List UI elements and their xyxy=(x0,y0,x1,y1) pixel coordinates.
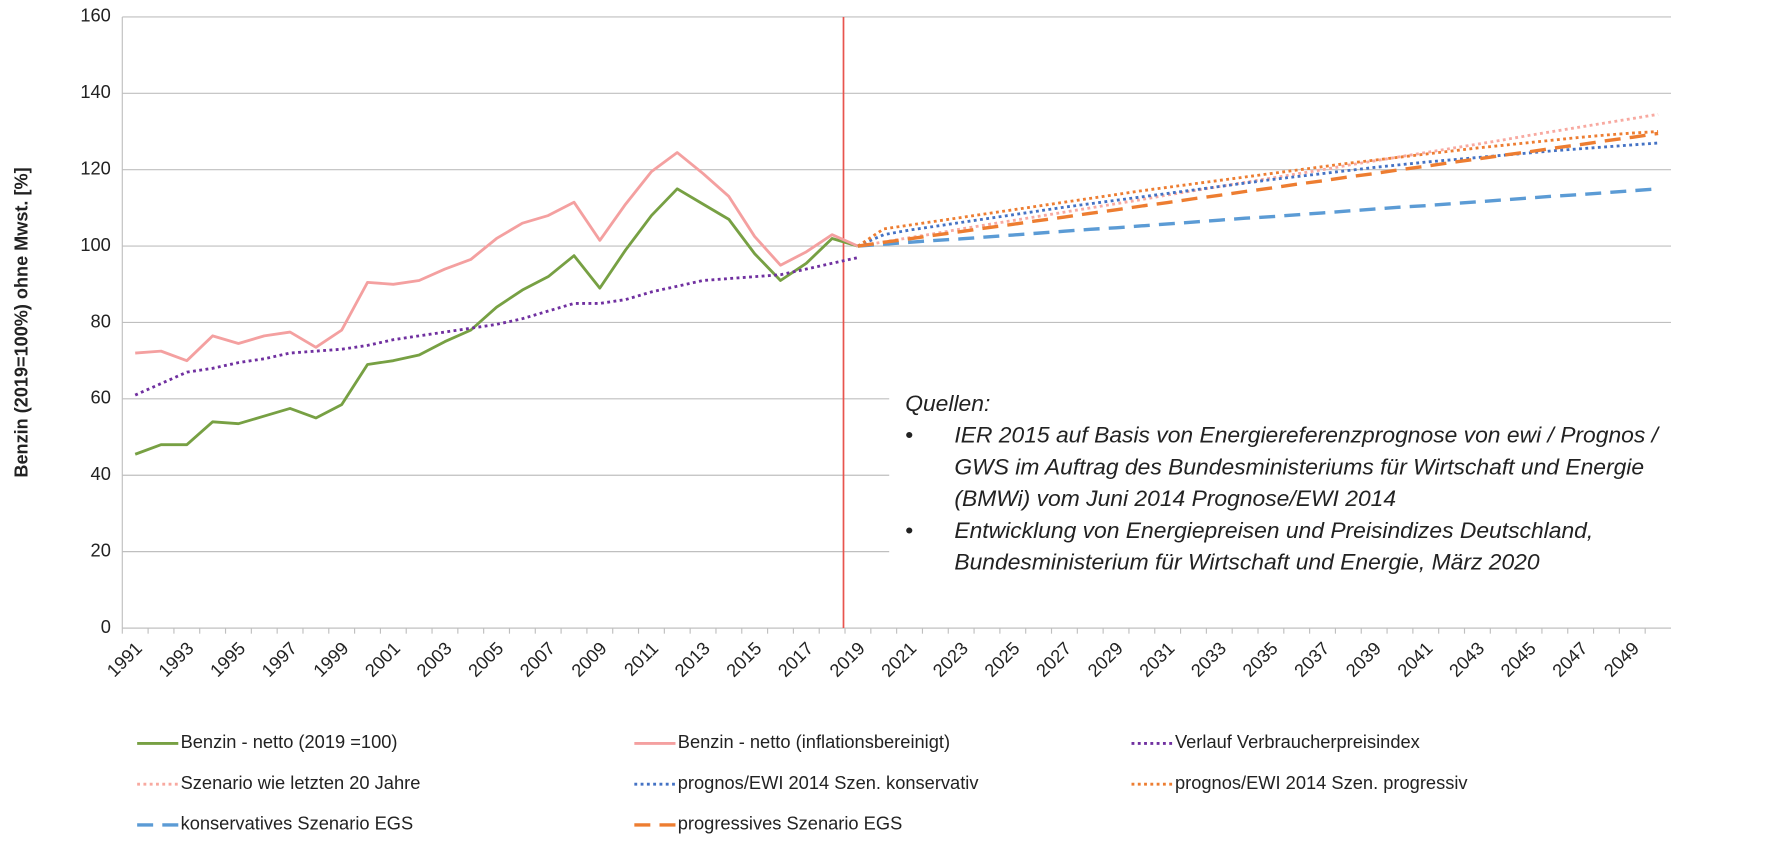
x-tick-label: 2009 xyxy=(568,638,611,681)
legend-label: prognos/EWI 2014 Szen. progressiv xyxy=(1175,773,1469,793)
x-tick-label: 2041 xyxy=(1394,638,1437,681)
data-line xyxy=(134,256,859,397)
y-tick-label: 160 xyxy=(80,6,111,26)
annotation-title: Quellen: xyxy=(905,390,990,416)
x-tick-label: 1991 xyxy=(103,638,146,681)
x-tick-label: 2037 xyxy=(1290,638,1333,681)
x-tick-label: 2035 xyxy=(1239,638,1282,681)
x-tick-label: 2019 xyxy=(826,638,869,681)
y-tick-label: 80 xyxy=(91,311,111,331)
x-tick-label: 2025 xyxy=(981,638,1024,681)
legend-label: Benzin - netto (2019 =100) xyxy=(181,732,398,752)
data-line xyxy=(135,151,859,363)
annotation-text: IER 2015 auf Basis von Energiereferenzpr… xyxy=(954,422,1660,448)
data-line xyxy=(857,130,1659,248)
legend-label: prognos/EWI 2014 Szen. konservativ xyxy=(678,773,980,793)
x-tick-label: 1997 xyxy=(258,638,301,681)
annotation-text: Entwicklung von Energiepreisen und Preis… xyxy=(954,517,1593,543)
annotation-text: Bundesministerium für Wirtschaft und Ene… xyxy=(954,549,1540,575)
x-tick-label: 2023 xyxy=(929,638,972,681)
data-line xyxy=(857,141,1659,248)
x-tick-label: 2033 xyxy=(1187,638,1230,681)
data-line xyxy=(857,112,1659,248)
data-line xyxy=(857,131,1659,248)
x-tick-label: 2005 xyxy=(464,638,507,681)
x-tick-label: 2047 xyxy=(1549,638,1592,681)
y-tick-label: 100 xyxy=(80,235,111,255)
x-tick-label: 2049 xyxy=(1600,638,1643,681)
x-tick-label: 2017 xyxy=(774,638,817,681)
x-tick-label: 2029 xyxy=(1084,638,1127,681)
y-tick-label: 20 xyxy=(91,540,111,560)
x-tick-label: 2021 xyxy=(877,638,920,681)
x-tick-label: 2031 xyxy=(1136,638,1179,681)
annotation-text: GWS im Auftrag des Bundesministeriums fü… xyxy=(954,454,1644,480)
x-tick-label: 2015 xyxy=(723,638,766,681)
x-tick-label: 2001 xyxy=(361,638,404,681)
y-tick-label: 120 xyxy=(80,159,111,179)
legend-label: Szenario wie letzten 20 Jahre xyxy=(181,773,421,793)
x-tick-label: 2003 xyxy=(413,638,456,681)
annotation: Quellen: • IER 2015 auf Basis von Energie… xyxy=(905,390,1660,574)
y-tick-label: 140 xyxy=(80,82,111,102)
x-tick-label: 2045 xyxy=(1497,638,1540,681)
grid xyxy=(122,16,1671,629)
annotation-bullet: • xyxy=(905,517,913,543)
data-line xyxy=(857,187,1659,248)
x-tick-label: 1993 xyxy=(155,638,198,681)
x-tick-label: 2007 xyxy=(516,638,559,681)
x-tick-label: 2043 xyxy=(1445,638,1488,681)
x-tick-label: 2013 xyxy=(671,638,714,681)
legend-label: Verlauf Verbraucherpreisindex xyxy=(1175,732,1420,752)
x-tick-label: 2039 xyxy=(1342,638,1385,681)
annotation-text: (BMWi) vom Juni 2014 Prognose/EWI 2014 xyxy=(954,485,1396,511)
x-tick-label: 1999 xyxy=(310,638,353,681)
legend-label: konservatives Szenario EGS xyxy=(181,814,414,834)
annotation-bullet: • xyxy=(905,422,913,448)
y-tick-label: 40 xyxy=(91,464,111,484)
y-axis-title: Benzin (2019=100%) ohne Mwst. [%] xyxy=(12,167,32,477)
x-tick-label: 2011 xyxy=(620,638,662,680)
legend-label: Benzin - netto (inflationsbereinigt) xyxy=(678,732,950,752)
annotation-box xyxy=(889,381,1781,597)
x-tick-label: 1995 xyxy=(206,638,249,681)
legend-label: progressives Szenario EGS xyxy=(678,814,903,834)
y-tick-label: 0 xyxy=(101,617,111,637)
data-line xyxy=(134,187,859,456)
y-tick-label: 60 xyxy=(91,388,111,408)
x-tick-label: 2027 xyxy=(1032,638,1075,681)
